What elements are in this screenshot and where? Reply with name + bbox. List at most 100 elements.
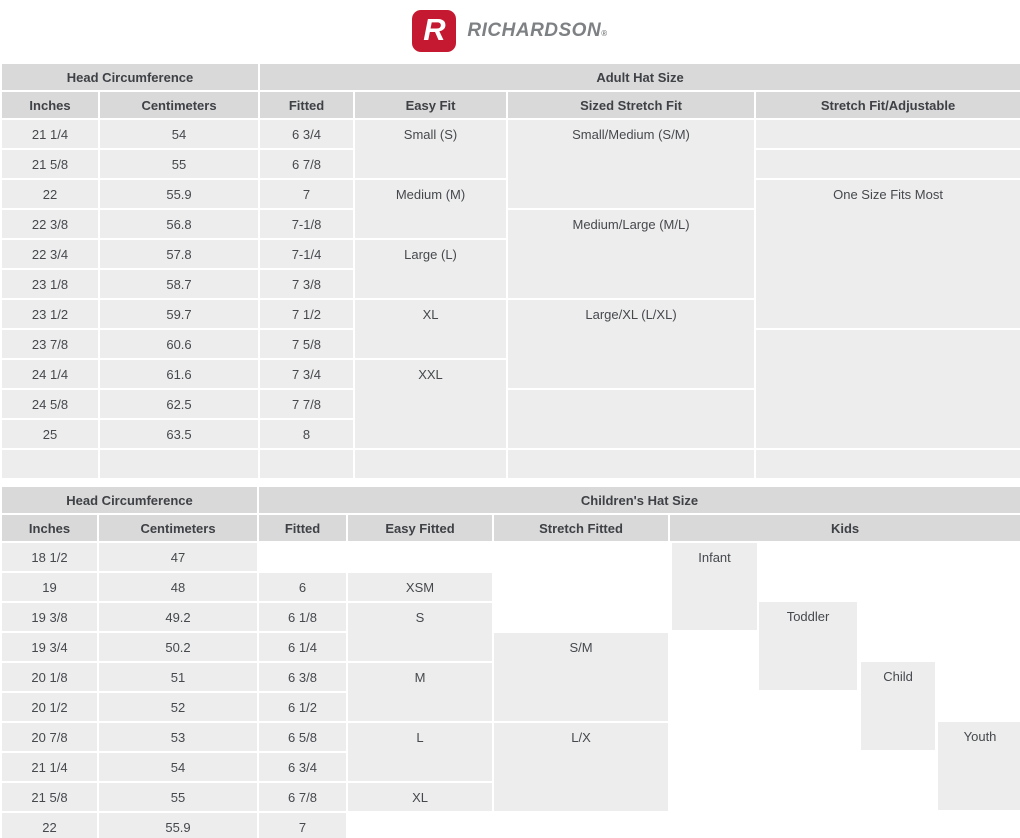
cell-centimeters: 54: [96, 751, 260, 783]
cell-sized-stretch-lxl: Large/XL (L/XL): [506, 298, 757, 390]
col-header-kids: Kids: [668, 513, 1020, 543]
cell-inches: 18 1/2: [0, 541, 99, 573]
col-header-stretch-fitted: Stretch Fitted: [492, 513, 671, 543]
children-row: 19 3/4 50.2 6 1/4 S/M: [0, 631, 1020, 723]
cell-easy-fitted-m: M: [346, 661, 495, 723]
cell-fitted: 6 1/4: [257, 631, 349, 663]
cell-centimeters: 47: [96, 541, 260, 573]
cell-fitted: 6 3/4: [258, 118, 356, 150]
cell-stretch-fitted-blank: [492, 541, 671, 633]
cell-stretch-fitted-blank: [492, 811, 671, 838]
cell-fitted: 6 1/8: [257, 601, 349, 633]
adult-row: 21 5/8 55 6 7/8: [0, 148, 1020, 180]
cell-centimeters: 60.6: [97, 328, 261, 360]
richardson-logo-icon: R: [412, 10, 457, 52]
cell-stretch-fitted-lx: L/X: [492, 721, 671, 813]
cell-inches: 23 1/8: [0, 268, 100, 300]
cell-stretch-adjustable-empty: [754, 328, 1020, 450]
cell-empty: [506, 448, 757, 480]
col-header-inches: Inches: [0, 90, 100, 120]
adult-row: 24 1/4 61.6 7 3/4 XXL: [0, 358, 1020, 450]
kids-box-infant: Infant: [672, 544, 758, 630]
cell-centimeters: 62.5: [97, 388, 261, 420]
adult-column-header-row: Inches Centimeters Fitted Easy Fit Sized…: [0, 90, 1020, 120]
children-hat-size-table: Head Circumference Children's Hat Size I…: [0, 485, 1020, 838]
cell-inches: 21 1/4: [0, 751, 99, 783]
cell-fitted: 6 5/8: [257, 721, 349, 753]
cell-fitted: 7 5/8: [258, 328, 356, 360]
cell-centimeters: 52: [96, 691, 260, 723]
cell-easy-fit-xl: XL: [353, 298, 509, 360]
cell-easy-fit-medium: Medium (M): [353, 178, 509, 240]
header-head-circumference: Head Circumference: [0, 485, 260, 515]
cell-inches: 22 3/8: [0, 208, 100, 240]
col-header-fitted: Fitted: [257, 513, 349, 543]
cell-empty: [353, 448, 509, 480]
cell-stretch-fitted-sm: S/M: [492, 631, 671, 723]
children-row: 18 1/2 47 Infant Toddler Child Youth: [0, 541, 1020, 838]
children-row: 19 48 6 XSM: [0, 571, 1020, 603]
cell-fitted: 8: [258, 418, 356, 450]
adult-row: 23 7/8 60.6 7 5/8: [0, 328, 1020, 450]
cell-inches: 20 1/2: [0, 691, 99, 723]
cell-fitted: 7 3/4: [258, 358, 356, 390]
cell-sized-stretch-ml: Medium/Large (M/L): [506, 208, 757, 300]
header-children-hat-size: Children's Hat Size: [257, 485, 1020, 515]
cell-fitted: 7-1/4: [258, 238, 356, 270]
cell-inches: 23 7/8: [0, 328, 100, 360]
cell-easy-fit-small: Small (S): [353, 118, 509, 180]
cell-centimeters: 49.2: [96, 601, 260, 633]
cell-fitted: 6: [257, 571, 349, 603]
cell-inches: 21 5/8: [0, 148, 100, 180]
header-adult-hat-size: Adult Hat Size: [258, 62, 1020, 92]
cell-inches: 22 3/4: [0, 238, 100, 270]
col-header-easy-fit: Easy Fit: [353, 90, 509, 120]
cell-centimeters: 59.7: [97, 298, 261, 330]
children-column-header-row: Inches Centimeters Fitted Easy Fitted St…: [0, 513, 1020, 543]
cell-fitted: 7: [258, 178, 356, 210]
brand-header: R RICHARDSON®: [0, 0, 1020, 62]
kids-box-child: Child: [861, 662, 936, 750]
cell-stretch-adjustable-empty: [754, 118, 1020, 150]
cell-inches: 24 1/4: [0, 358, 100, 390]
header-head-circumference: Head Circumference: [0, 62, 261, 92]
cell-fitted: 6 7/8: [257, 781, 349, 813]
adult-row: 25 63.5 8: [0, 418, 1020, 450]
adult-row: 21 1/4 54 6 3/4 Small (S) Small/Medium (…: [0, 118, 1020, 210]
adult-row: 22 55.9 7 Medium (M) One Size Fits Most: [0, 178, 1020, 330]
cell-centimeters: 58.7: [97, 268, 261, 300]
cell-empty: [754, 448, 1020, 480]
cell-inches: 20 1/8: [0, 661, 99, 693]
cell-fitted: 7: [257, 811, 349, 838]
cell-inches: 23 1/2: [0, 298, 100, 330]
col-header-inches: Inches: [0, 513, 99, 543]
adult-group-header-row: Head Circumference Adult Hat Size: [0, 62, 1020, 92]
cell-centimeters: 51: [96, 661, 260, 693]
adult-row-empty: [0, 448, 1020, 480]
cell-centimeters: 53: [96, 721, 260, 753]
children-row: 20 1/8 51 6 3/8 M: [0, 661, 1020, 723]
col-header-centimeters: Centimeters: [96, 513, 260, 543]
cell-centimeters: 57.8: [97, 238, 261, 270]
cell-inches: 21 5/8: [0, 781, 99, 813]
cell-stretch-adjustable-empty: [754, 148, 1020, 180]
cell-easy-fitted-l: L: [346, 721, 495, 783]
adult-row: 23 1/2 59.7 7 1/2 XL Large/XL (L/XL): [0, 298, 1020, 390]
cell-easy-fitted-blank: [346, 811, 495, 838]
cell-sized-stretch-empty: [506, 388, 757, 450]
cell-inches: 21 1/4: [0, 118, 100, 150]
adult-row: 24 5/8 62.5 7 7/8: [0, 388, 1020, 450]
children-group-header-row: Head Circumference Children's Hat Size: [0, 485, 1020, 515]
cell-fitted: 7 3/8: [258, 268, 356, 300]
col-header-centimeters: Centimeters: [97, 90, 261, 120]
brand-name: RICHARDSON®: [467, 20, 607, 42]
cell-inches: 19 3/8: [0, 601, 99, 633]
children-row: 20 7/8 53 6 5/8 L L/X: [0, 721, 1020, 813]
children-row: 21 1/4 54 6 3/4: [0, 751, 1020, 783]
cell-inches: 20 7/8: [0, 721, 99, 753]
cell-fitted: 7-1/8: [258, 208, 356, 240]
cell-centimeters: 55.9: [96, 811, 260, 838]
col-header-fitted: Fitted: [258, 90, 356, 120]
cell-fitted: 7 7/8: [258, 388, 356, 420]
cell-inches: 24 5/8: [0, 388, 100, 420]
